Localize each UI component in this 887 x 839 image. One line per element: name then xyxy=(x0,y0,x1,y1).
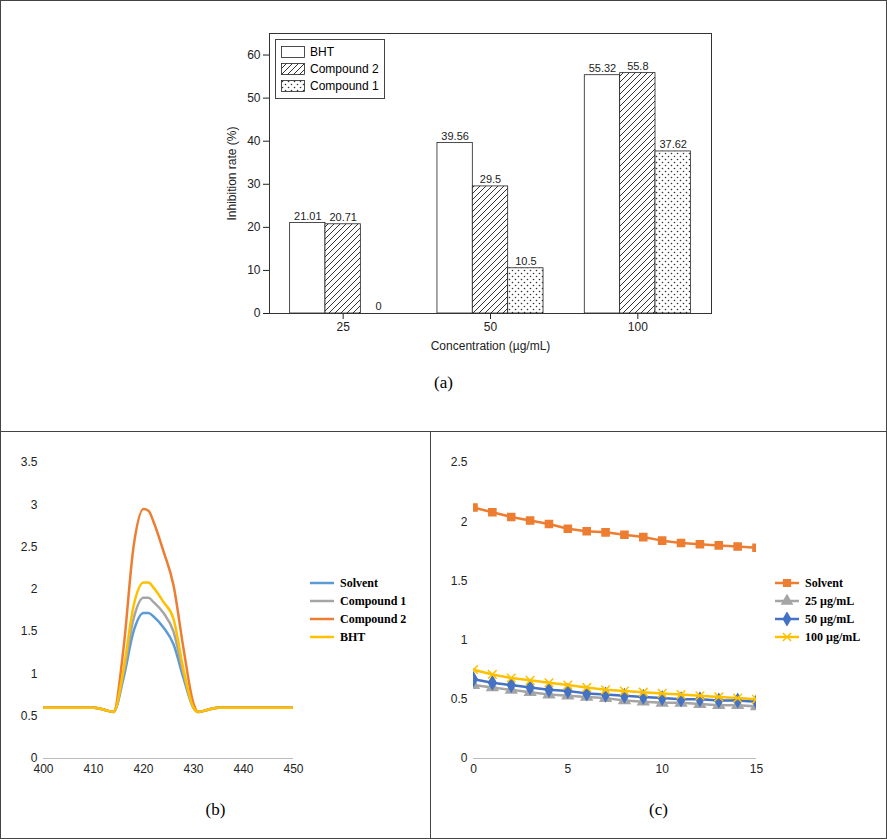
svg-text:1: 1 xyxy=(461,633,468,647)
svg-text:21.01: 21.01 xyxy=(294,210,322,222)
svg-text:0.5: 0.5 xyxy=(451,692,468,706)
svg-text:55.8: 55.8 xyxy=(627,60,648,72)
svg-text:30: 30 xyxy=(247,177,261,191)
svg-text:55.32: 55.32 xyxy=(589,62,617,74)
html-text:25 µg/mL: 25 µg/mL xyxy=(805,593,855,608)
svg-text:2.5: 2.5 xyxy=(21,540,38,554)
svg-text:2: 2 xyxy=(31,582,38,596)
svg-text:1.5: 1.5 xyxy=(21,624,38,638)
svg-text:2: 2 xyxy=(461,515,468,529)
svg-text:0: 0 xyxy=(461,751,468,765)
svg-text:60: 60 xyxy=(247,48,261,62)
svg-text:10: 10 xyxy=(247,263,261,277)
svg-text:100: 100 xyxy=(628,320,648,334)
svg-text:20: 20 xyxy=(247,220,261,234)
svg-text:3: 3 xyxy=(31,498,38,512)
svg-text:0: 0 xyxy=(470,762,477,776)
svg-text:410: 410 xyxy=(83,762,103,776)
svg-text:420: 420 xyxy=(133,762,153,776)
svg-text:0: 0 xyxy=(375,300,381,312)
svg-text:40: 40 xyxy=(247,134,261,148)
svg-text:5: 5 xyxy=(564,762,571,776)
svg-text:0: 0 xyxy=(254,306,261,320)
svg-text:50: 50 xyxy=(484,320,498,334)
svg-text:1: 1 xyxy=(31,667,38,681)
svg-text:0: 0 xyxy=(30,751,38,766)
svg-text:2.5: 2.5 xyxy=(451,455,468,469)
html-text:BHT: BHT xyxy=(340,629,366,644)
html-text:Compound 1: Compound 1 xyxy=(310,79,379,93)
svg-text:Inhibition rate (%): Inhibition rate (%) xyxy=(225,126,239,220)
html-text:Compound 2: Compound 2 xyxy=(340,611,407,626)
svg-text:0.5: 0.5 xyxy=(21,709,38,723)
svg-text:20.71: 20.71 xyxy=(329,211,357,223)
svg-text:39.56: 39.56 xyxy=(441,130,469,142)
html-text:50 µg/mL: 50 µg/mL xyxy=(805,611,855,626)
svg-text:440: 440 xyxy=(233,762,253,776)
html-text:BHT: BHT xyxy=(310,45,334,59)
svg-text:25: 25 xyxy=(336,320,350,334)
html-text:(a): (a) xyxy=(434,373,453,392)
svg-text:29.5: 29.5 xyxy=(480,173,501,185)
svg-text:15: 15 xyxy=(750,762,764,776)
svg-text:400: 400 xyxy=(33,762,53,776)
svg-text:430: 430 xyxy=(183,762,203,776)
svg-text:10.5: 10.5 xyxy=(515,255,536,267)
svg-text:10: 10 xyxy=(655,762,669,776)
html-text:Solvent: Solvent xyxy=(805,575,843,590)
html-text:Compound 2: Compound 2 xyxy=(310,62,379,76)
svg-text:3.5: 3.5 xyxy=(21,455,38,469)
html-text:Solvent: Solvent xyxy=(340,575,378,590)
html-text:100 µg/mL: 100 µg/mL xyxy=(805,629,861,644)
svg-text:450: 450 xyxy=(283,762,303,776)
svg-text:1.5: 1.5 xyxy=(451,574,468,588)
html-text:Compound 1: Compound 1 xyxy=(340,593,407,608)
svg-text:37.62: 37.62 xyxy=(659,138,687,150)
svg-text:Concentration (µg/mL): Concentration (µg/mL) xyxy=(431,339,551,353)
html-text:(c): (c) xyxy=(649,800,668,819)
svg-text:50: 50 xyxy=(247,91,261,105)
html-text:(b): (b) xyxy=(205,800,226,819)
